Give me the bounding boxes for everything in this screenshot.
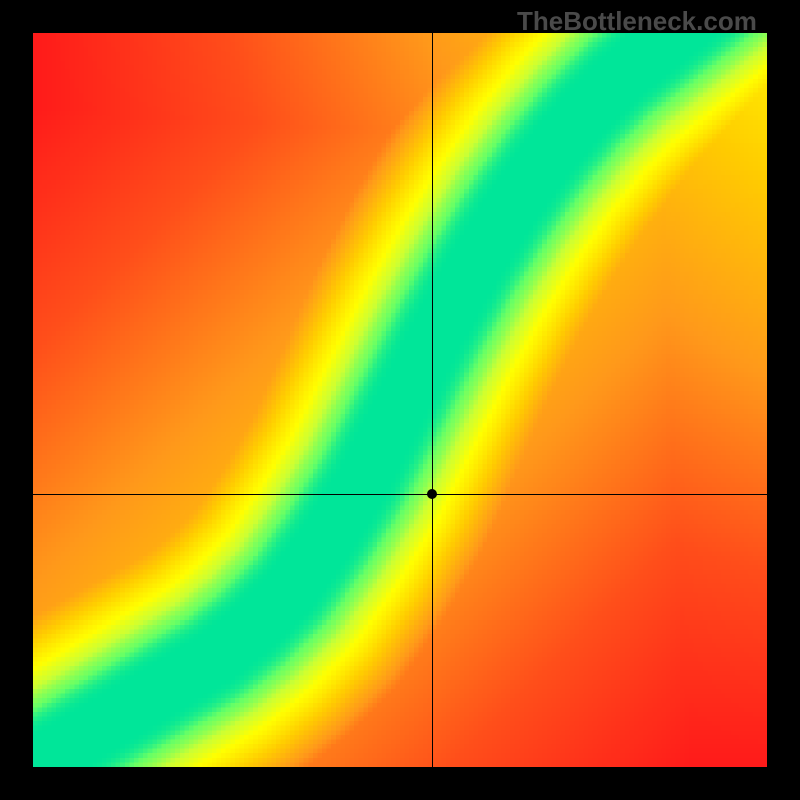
watermark-text: TheBottleneck.com: [517, 6, 757, 37]
crosshair-horizontal: [33, 494, 767, 495]
bottleneck-heatmap: [33, 33, 767, 767]
chart-container: TheBottleneck.com: [0, 0, 800, 800]
crosshair-dot: [427, 489, 437, 499]
crosshair-vertical: [432, 33, 433, 767]
